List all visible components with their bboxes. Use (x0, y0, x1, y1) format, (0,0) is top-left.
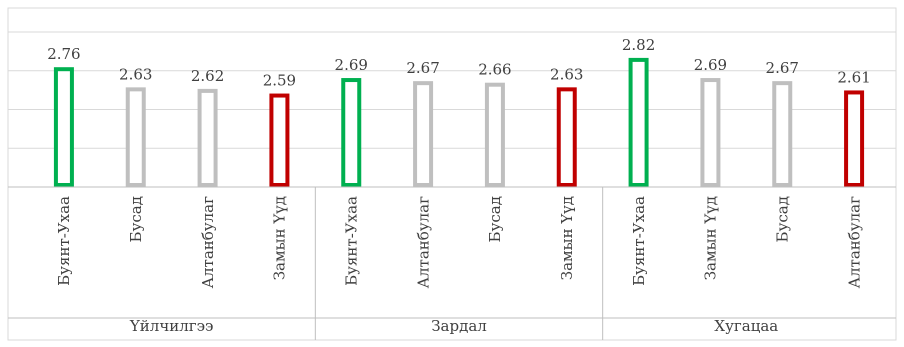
group-label: Үйлчилгээ (129, 317, 214, 335)
category-axis: Буянт-Ухаа Бусад Алтанбулаг Замын Үүд Үйлчил… (8, 186, 896, 340)
data-label: 2.69 (335, 56, 368, 74)
bar-2-1 (341, 78, 362, 187)
data-label: 2.67 (766, 59, 799, 77)
data-label: 2.63 (119, 65, 152, 83)
category-tick-label: Буянт-Ухаа (343, 196, 361, 286)
category-tick-label: Бусад (774, 196, 792, 242)
category-tick-label: Бусад (127, 196, 145, 242)
data-label: 2.62 (191, 67, 224, 85)
bar-3-2 (700, 78, 721, 187)
category-tick-label: Замын Үүд (271, 196, 289, 280)
bar-3-1 (628, 57, 649, 187)
data-label: 2.59 (263, 72, 296, 90)
category-tick-label: Алтанбулаг (199, 196, 217, 288)
data-label: 2.82 (622, 36, 655, 54)
category-tick-label: Буянт-Ухаа (55, 196, 73, 286)
data-label: 2.67 (406, 59, 439, 77)
data-label: 2.69 (694, 56, 727, 74)
group-label: Хугацаа (714, 317, 778, 335)
bar-3-3 (772, 81, 793, 187)
category-tick-label: Бусад (486, 196, 504, 242)
category-tick-label: Замын Үүд (702, 196, 720, 280)
category-tick-label: Замын Үүд (558, 196, 576, 280)
data-label: 2.66 (478, 61, 511, 79)
bar-2-2 (413, 81, 434, 187)
category-tick-label: Буянт-Ухаа (630, 196, 648, 286)
data-labels: 2.76 2.63 2.62 2.59 2.69 2.67 2.66 2.63 2.82 2.69… (47, 36, 871, 90)
data-label: 2.76 (47, 45, 80, 63)
bar-1-1 (53, 67, 74, 187)
bar-2-4 (556, 87, 577, 187)
bar-1-3 (197, 88, 218, 187)
bar-3-4 (844, 90, 865, 187)
group-label: Зардал (431, 317, 487, 335)
bar-1-2 (125, 87, 146, 187)
category-tick-label: Алтанбулаг (845, 196, 863, 288)
data-label: 2.63 (550, 65, 583, 83)
category-tick-label: Алтанбулаг (414, 196, 432, 288)
chart-frame (7, 7, 897, 341)
bar-1-4 (269, 93, 290, 187)
bar-series (53, 57, 865, 187)
gridlines (8, 31, 896, 149)
data-label: 2.61 (837, 68, 870, 86)
bar-2-3 (484, 82, 505, 187)
